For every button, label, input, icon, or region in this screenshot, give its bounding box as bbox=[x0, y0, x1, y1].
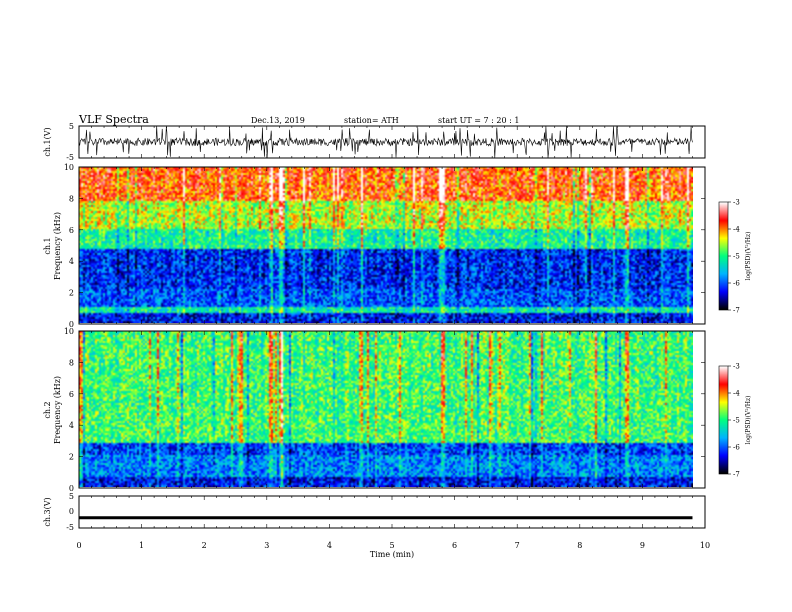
ch1-spectrogram-yticks: 0 2 4 6 8 10 bbox=[64, 163, 705, 329]
ch3-waveform-frame bbox=[78, 495, 706, 529]
ch2-frequency-label: Frequency (kHz) bbox=[53, 376, 62, 444]
x-tick-label: 10 bbox=[700, 541, 710, 550]
y-tick-label: 6 bbox=[69, 390, 74, 399]
ch1-waveform-line bbox=[78, 126, 693, 158]
y-tick-label: 2 bbox=[69, 453, 74, 462]
y-tick-label: 8 bbox=[69, 194, 74, 203]
colorbar-tick-label: -7 bbox=[733, 307, 740, 315]
ch2-spectrogram-yticks: 0 2 4 6 8 10 bbox=[64, 327, 705, 493]
ch3-ytick-bottom: -5 bbox=[66, 523, 74, 532]
colorbar-tick-label: -3 bbox=[733, 199, 740, 207]
ch2-colorbar-label: log(PSD)(V²/Hz) bbox=[745, 396, 752, 445]
x-tick-label: 5 bbox=[389, 541, 394, 550]
y-tick-label: 6 bbox=[69, 226, 74, 235]
ch3-ytick-top: 5 bbox=[69, 492, 74, 501]
ch1-waveform-panel: 5 -5 ch.1(V) bbox=[43, 122, 706, 162]
time-axis-label: Time (min) bbox=[370, 550, 414, 559]
x-tick-label: 8 bbox=[577, 541, 582, 550]
ch1-ytick-bottom: -5 bbox=[66, 153, 74, 162]
station-label: station= ATH bbox=[344, 116, 399, 125]
colorbar-tick-label: -3 bbox=[733, 363, 740, 371]
colorbar-tick-label: -6 bbox=[733, 444, 740, 452]
ch3-ylabel: ch.3(V) bbox=[43, 497, 52, 526]
ch1-ylabel: ch.1(V) bbox=[43, 127, 52, 156]
ch1-channel-label: ch.1 bbox=[43, 237, 52, 254]
ch3-waveform-panel: 5 0 -5 ch.3(V) bbox=[43, 492, 706, 532]
ch1-colorbar-ticks: -3 -4 -5 -6 -7 bbox=[728, 199, 740, 315]
x-tick-label: 3 bbox=[264, 541, 269, 550]
x-tick-label: 4 bbox=[327, 541, 332, 550]
colorbar-tick-label: -4 bbox=[733, 390, 740, 398]
x-tick-label: 2 bbox=[202, 541, 207, 550]
colorbar-tick-label: -4 bbox=[733, 226, 740, 234]
y-tick-label: 0 bbox=[69, 484, 74, 493]
date-label: Dec.13, 2019 bbox=[251, 116, 305, 125]
x-tick-label: 0 bbox=[76, 541, 81, 550]
ch1-colorbar-label: log(PSD)(V²/Hz) bbox=[745, 232, 752, 281]
x-tick-label: 1 bbox=[139, 541, 144, 550]
start-time-label: start UT = 7 : 20 : 1 bbox=[438, 116, 519, 125]
ch3-ytick-middle: 0 bbox=[69, 507, 74, 516]
figure-title: VLF Spectra bbox=[78, 113, 149, 126]
y-tick-label: 10 bbox=[64, 163, 74, 172]
y-tick-label: 0 bbox=[69, 320, 74, 329]
ch1-spectrogram-image bbox=[79, 167, 693, 323]
time-axis-ticks: 0 1 2 3 4 5 6 7 8 9 10 bbox=[76, 126, 710, 550]
x-tick-label: 9 bbox=[640, 541, 645, 550]
ch2-colorbar-ticks: -3 -4 -5 -6 -7 bbox=[728, 363, 740, 479]
colorbar-tick-label: -6 bbox=[733, 280, 740, 288]
y-tick-label: 2 bbox=[69, 289, 74, 298]
y-tick-label: 4 bbox=[69, 257, 74, 266]
x-tick-label: 7 bbox=[515, 541, 520, 550]
x-tick-label: 6 bbox=[452, 541, 457, 550]
ch2-spectrogram-image bbox=[79, 331, 693, 487]
colorbar-tick-label: -5 bbox=[733, 417, 740, 425]
colorbar-tick-label: -7 bbox=[733, 471, 740, 479]
colorbar-tick-label: -5 bbox=[733, 253, 740, 261]
y-tick-label: 8 bbox=[69, 358, 74, 367]
ch1-ytick-top: 5 bbox=[69, 122, 74, 131]
y-tick-label: 4 bbox=[69, 421, 74, 430]
ch1-colorbar bbox=[719, 202, 728, 310]
ch1-frequency-label: Frequency (kHz) bbox=[53, 212, 62, 280]
y-tick-label: 10 bbox=[64, 327, 74, 336]
ch2-colorbar bbox=[719, 366, 728, 474]
ch2-channel-label: ch.2 bbox=[43, 401, 52, 418]
